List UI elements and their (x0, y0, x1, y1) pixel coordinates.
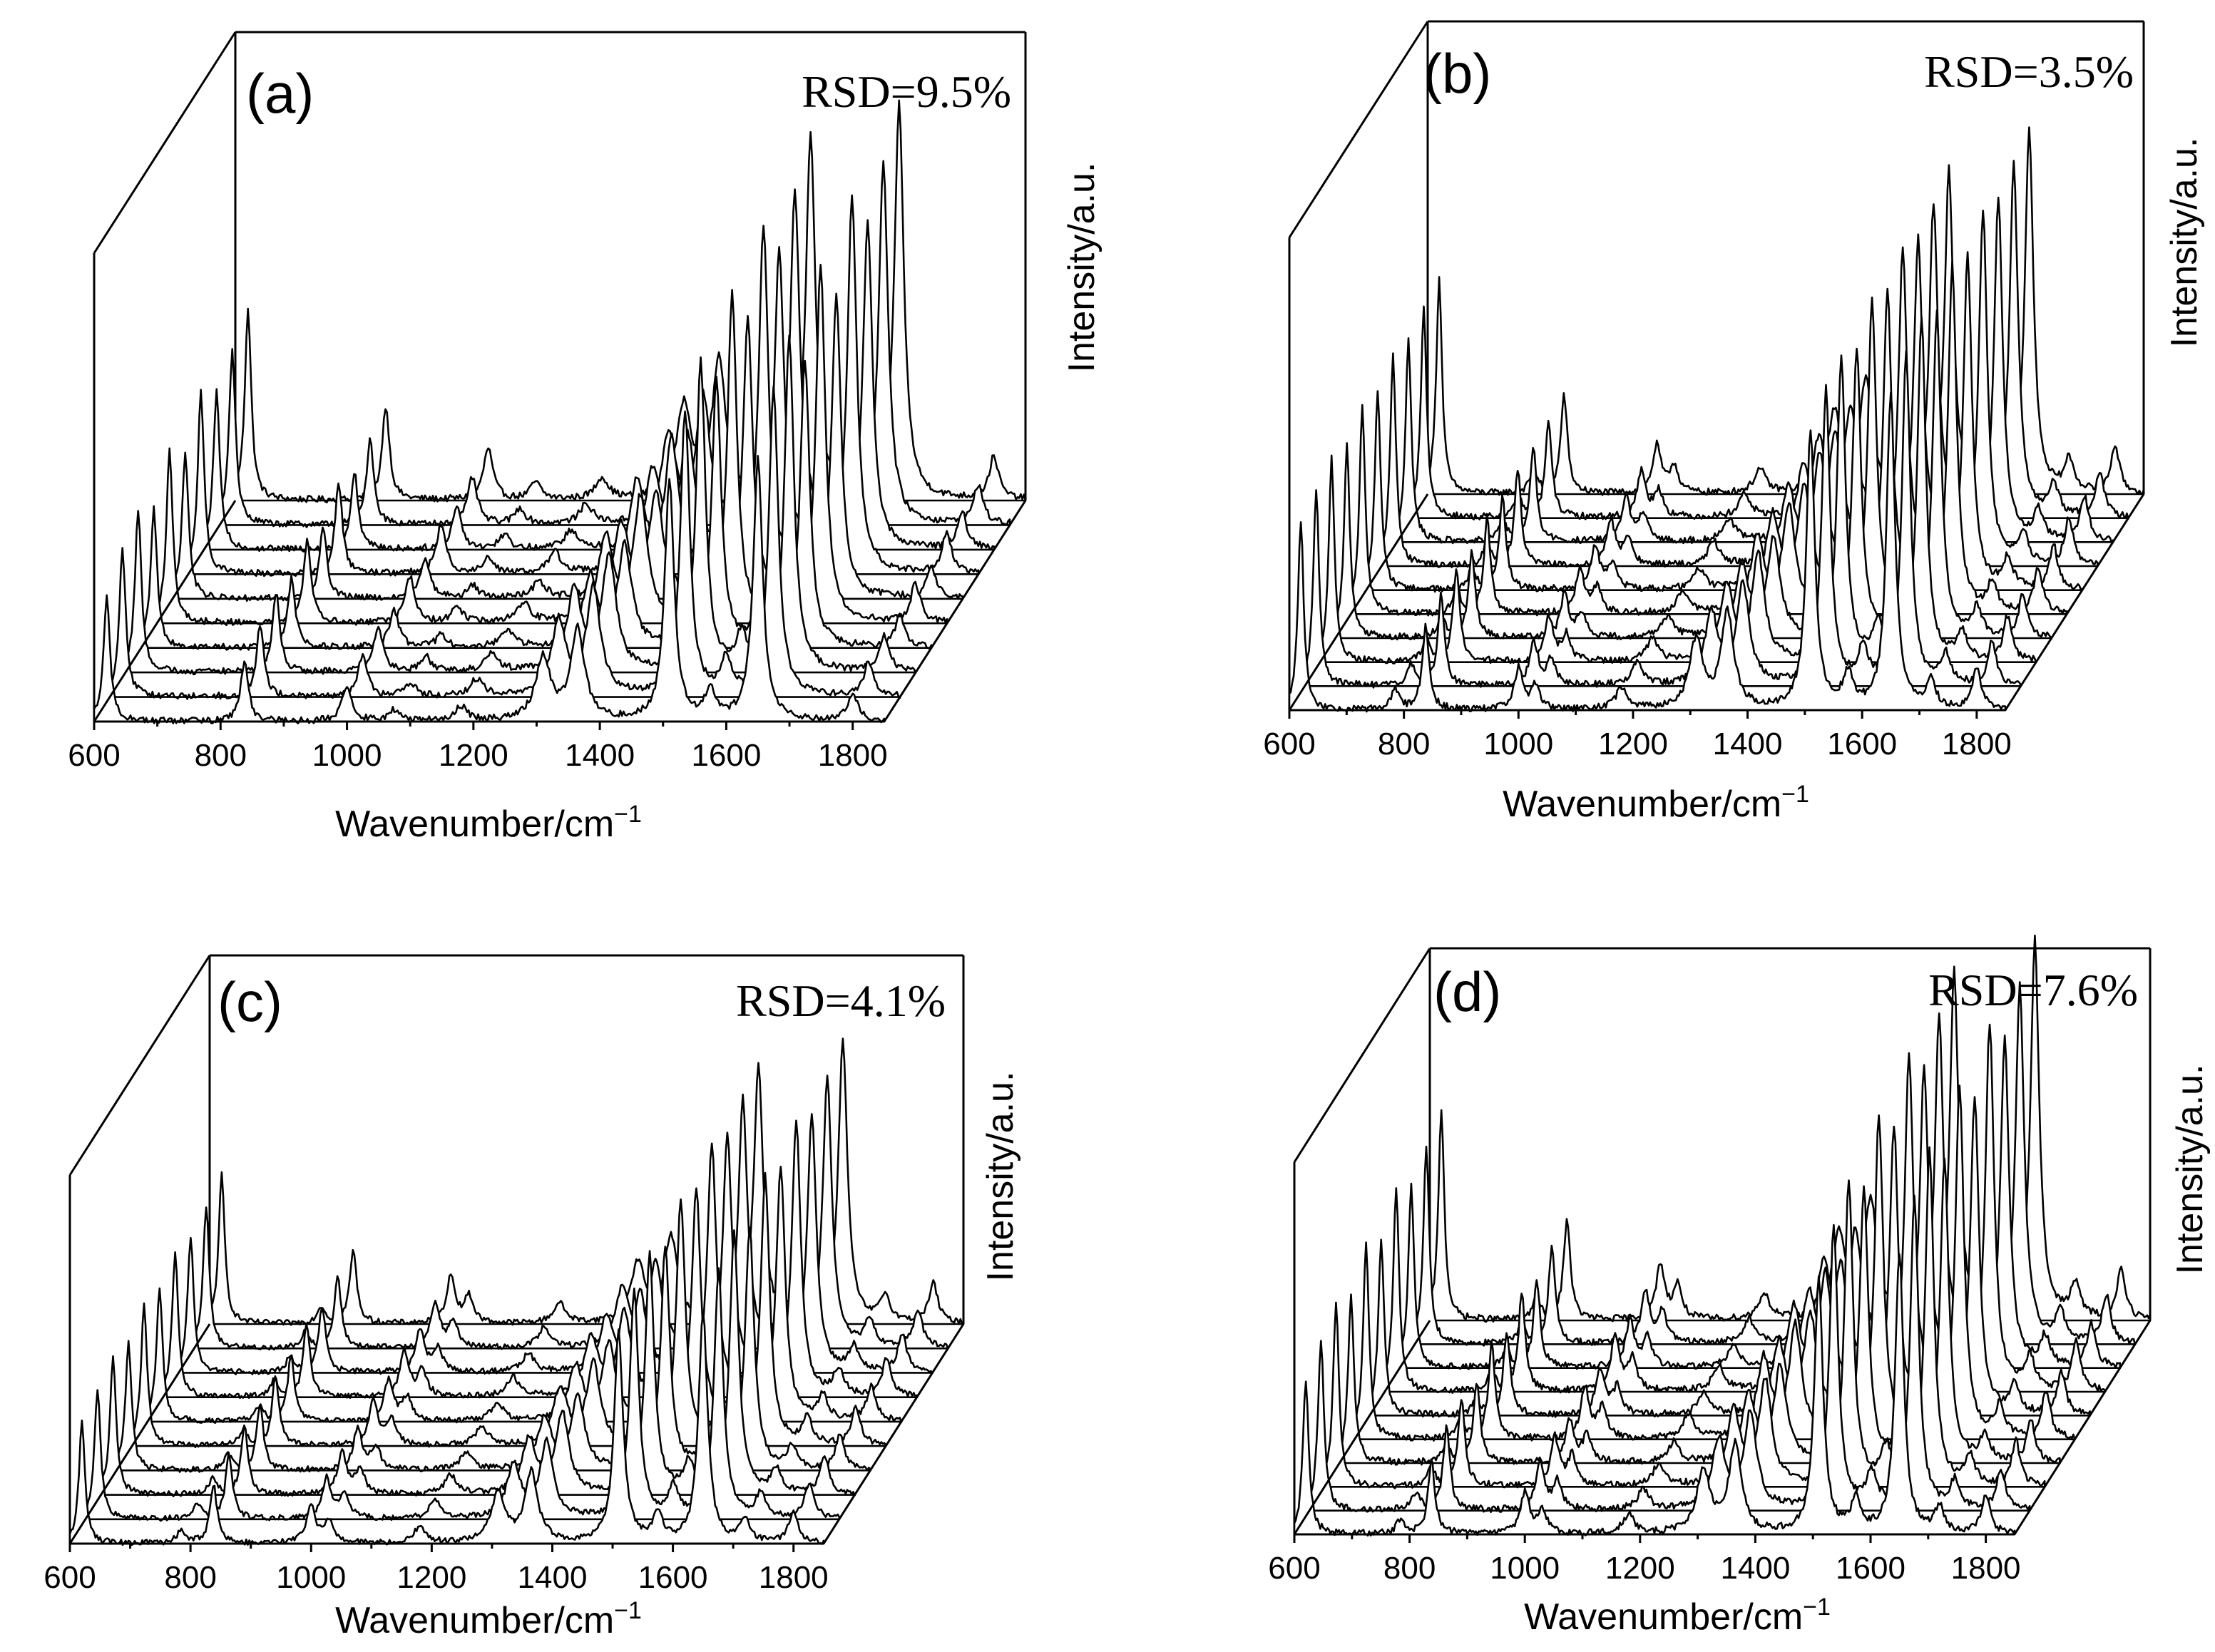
top-left-diagonal (1288, 21, 1429, 238)
panel-label: (c) (218, 970, 282, 1033)
x-tick-label: 800 (1378, 727, 1430, 761)
x-tick-label: 600 (44, 1560, 96, 1595)
panel-label: (a) (246, 62, 314, 125)
rsd-label: RSD=9.5% (802, 66, 1011, 117)
top-left-diagonal (93, 31, 237, 254)
top-left-diagonal (1293, 948, 1431, 1163)
spectrum-line (68, 1312, 825, 1546)
x-tick-label: 1800 (1951, 1551, 2021, 1586)
x-tick-label: 1200 (439, 738, 508, 773)
x-axis-label: Wavenumber/cm−1 (335, 801, 642, 845)
x-axis-label: Wavenumber/cm−1 (1524, 1594, 1831, 1638)
depth-axis-edge (2013, 1320, 2152, 1535)
x-tick-label: 1400 (518, 1560, 588, 1595)
spectrum-line (1288, 391, 2007, 713)
depth-axis-edge (2004, 493, 2145, 711)
depth-axis-left (68, 1323, 211, 1544)
x-tick-label: 800 (1383, 1551, 1436, 1586)
x-tick-label: 1800 (1942, 727, 2012, 761)
rsd-label: RSD=4.1% (736, 975, 946, 1026)
depth-axis-edge (822, 1323, 965, 1544)
x-tick-label: 1000 (1490, 1551, 1560, 1586)
x-tick-label: 1000 (276, 1560, 346, 1595)
x-tick-label: 600 (68, 738, 120, 773)
x-tick-label: 800 (195, 738, 247, 773)
x-tick-label: 1600 (1836, 1551, 1905, 1586)
spectrum-line (93, 455, 886, 724)
panel-c: 600 800 1000 1200 1400 1600 1800 (c) RSD=4.1% Int… (44, 954, 1021, 1641)
panel-b: 600 800 1000 1200 1400 1600 1800 (b) RSD=3.5% Int… (1263, 20, 2205, 825)
z-axis-label: Intensity/a.u. (2164, 138, 2205, 348)
z-axis-label: Intensity/a.u. (1061, 163, 1103, 373)
x-tick-label: 1400 (1720, 1551, 1790, 1586)
x-tick-label: 1200 (1598, 727, 1668, 761)
depth-axis-left (1288, 493, 1429, 711)
panel-label: (b) (1423, 42, 1491, 105)
z-axis-label: Intensity/a.u. (980, 1072, 1021, 1282)
x-tick-label: 1600 (691, 738, 761, 773)
x-tick-label: 600 (1263, 727, 1315, 761)
x-tick-label: 1200 (1605, 1551, 1675, 1586)
x-axis-label: Wavenumber/cm−1 (335, 1597, 642, 1641)
rsd-label: RSD=7.6% (1928, 965, 2138, 1015)
x-tick-label: 1200 (397, 1560, 466, 1595)
z-axis-label: Intensity/a.u. (2169, 1064, 2211, 1275)
depth-axis-edge (883, 500, 1027, 722)
x-tick-label: 1400 (1713, 727, 1783, 761)
x-tick-label: 1800 (818, 738, 888, 773)
x-tick-label: 1000 (312, 738, 382, 773)
panel-label: (d) (1433, 960, 1501, 1023)
x-tick-label: 1400 (565, 738, 635, 773)
x-axis-label: Wavenumber/cm−1 (1503, 781, 1809, 825)
x-tick-label: 1800 (759, 1560, 829, 1595)
panel-a: 600 800 1000 1200 1400 1600 1800 (a) RSD=9.5% Int… (68, 31, 1103, 845)
panel-d: 600 800 1000 1200 1400 1600 1800 (d) RSD=7.6% Int… (1268, 934, 2211, 1638)
top-left-diagonal (68, 955, 211, 1176)
x-tick-label: 1600 (638, 1560, 708, 1595)
depth-axis-left (93, 500, 237, 722)
rsd-label: RSD=3.5% (1924, 46, 2134, 97)
x-tick-label: 1000 (1483, 727, 1553, 761)
spectrum-line (1293, 1253, 2016, 1536)
x-tick-label: 1600 (1827, 727, 1897, 761)
x-tick-label: 800 (164, 1560, 216, 1595)
depth-axis-left (1293, 1320, 1431, 1535)
x-tick-label: 600 (1268, 1551, 1320, 1586)
